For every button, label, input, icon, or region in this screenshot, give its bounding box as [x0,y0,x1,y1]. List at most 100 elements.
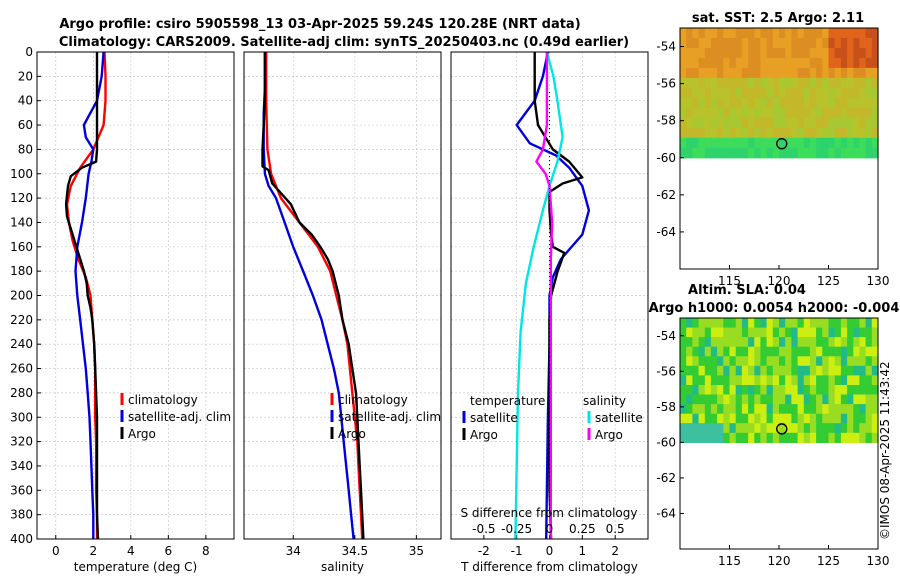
map-cell [710,38,718,49]
map-cell [847,413,854,424]
map-cell [803,365,811,376]
map-cell [840,147,848,159]
map-cell [791,375,799,386]
map-cell [686,77,693,89]
map-cell [729,97,737,109]
map-cell [853,87,861,99]
map-cell [834,107,842,119]
map-cell [785,38,792,49]
map-cell [791,87,799,99]
map-cell [834,365,842,376]
map-cell [766,337,774,348]
map-cell [834,423,842,434]
map-cell [834,28,842,39]
map-cell [865,365,873,376]
map-cell [809,365,817,376]
map-cell [785,318,792,329]
top-tick-label: 0 [546,522,554,536]
map-cell [834,318,842,329]
map-cell [791,38,799,49]
map-cell [834,394,842,405]
map-cell [865,375,873,386]
x-axis-label: salinity [321,560,364,574]
y-tick-label: 80 [18,142,33,156]
map-cell [865,127,873,139]
map-cell [766,413,774,424]
map-cell [803,48,811,59]
map-cell [766,365,774,376]
map-cell [766,127,774,139]
map-cell [766,77,774,89]
map-cell [717,356,724,367]
map-cell [828,327,836,338]
map-cell [822,28,830,39]
map-cell [760,375,768,386]
map-cell [847,97,854,109]
map-title: sat. SST: 2.5 Argo: 2.11 [692,11,864,26]
map-cell [853,97,861,109]
map-cell [828,137,836,149]
map-cell [859,385,867,396]
map-cell [741,67,749,79]
map-cell [834,375,842,386]
map-cell [840,67,848,79]
map-cell [797,385,805,396]
map-cell [698,346,706,357]
map-cell [686,346,693,357]
map-cell [748,327,755,338]
map-cell [704,28,712,39]
map-cell [822,57,830,69]
map-cell [828,365,836,376]
map-cell [748,356,755,367]
map-cell [822,327,830,338]
map-cell [847,107,854,119]
map-cell [816,327,823,338]
map-cell [754,423,762,434]
map-cell [809,346,817,357]
map-cell [680,432,687,443]
map-cell [785,337,792,348]
map-cell [859,127,867,139]
map-cell [797,375,805,386]
map-cell [760,423,768,434]
map-cell [754,38,762,49]
panel-temperature: 0 2 4 6 8 temperature (deg C) 0 20 40 60 80 100 120 1… [10,45,235,574]
map-cell [760,48,768,59]
map-cell [766,385,774,396]
map-cell [772,394,780,405]
map-cell [766,107,774,119]
map-cell [828,77,836,89]
map-cell [704,137,712,149]
map-cell [847,318,854,329]
map-cell [717,346,724,357]
map-cell [865,394,873,405]
map-cell [822,337,830,348]
map-cell [785,77,792,89]
map-cell [772,107,780,119]
map-cell [859,48,867,59]
map-cell [717,147,724,159]
series-line-argo [64,52,100,540]
map-cell [766,97,774,109]
map-cell [791,48,799,59]
map-cell [741,356,749,367]
map-cell [816,97,823,109]
map-cell [859,28,867,39]
map-cell [853,107,861,119]
map-cell [834,147,842,159]
map-cell [760,87,768,99]
map-cell [791,57,799,69]
map-cell [760,117,768,129]
map-cell [822,67,830,79]
map-cell [853,375,861,386]
map-cell [710,346,718,357]
map-cell [760,57,768,69]
map-cell [710,385,718,396]
map-cell [686,147,693,159]
map-cell [871,318,879,329]
map-cell [871,404,879,415]
map-cell [791,97,799,109]
map-cell [723,38,731,49]
map-cell [704,57,712,69]
map-cell [680,38,687,49]
